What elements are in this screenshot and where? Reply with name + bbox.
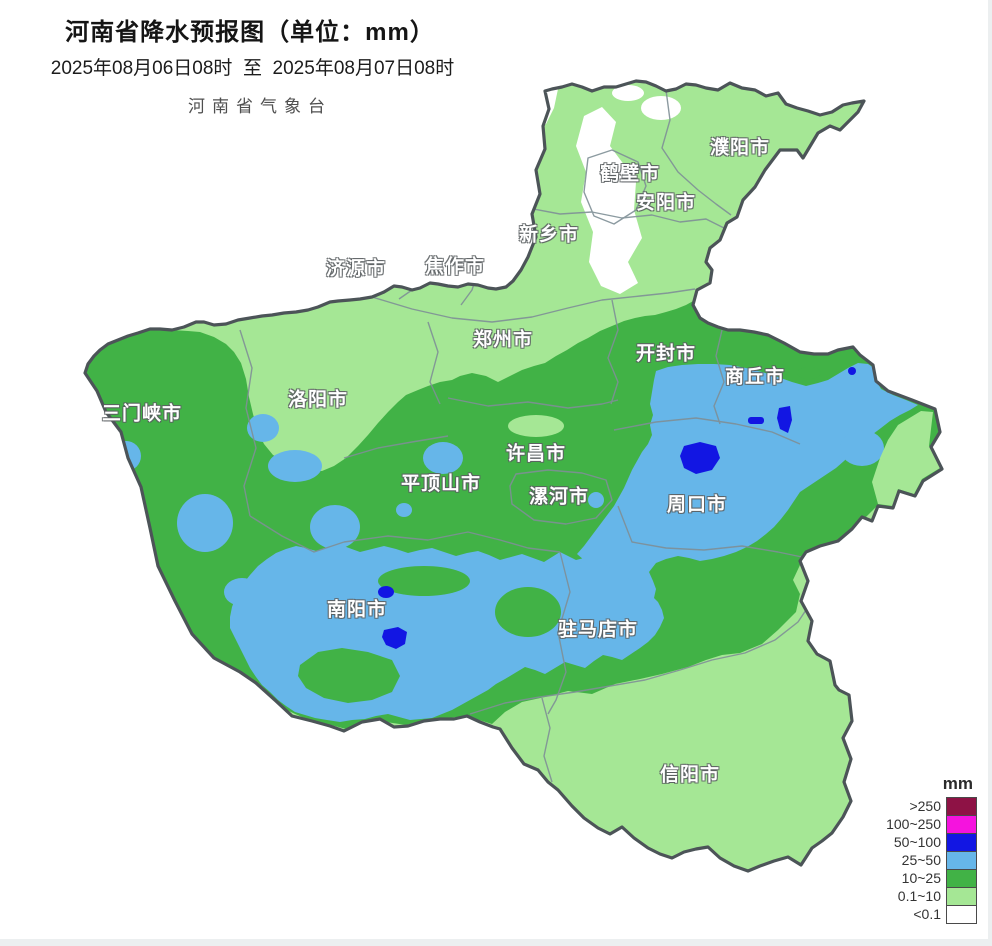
region-50-100-patches (378, 367, 856, 649)
legend-range-label: 10~25 (901, 870, 941, 886)
city-label: 濮阳市 (709, 137, 771, 159)
legend-range-label: <0.1 (913, 906, 941, 922)
forecast-date-range: 2025年08月06日08时 至 2025年08月07日08时 (50, 58, 455, 79)
legend-rows: >250 100~250 50~100 25~50 10~25 0.1~10 <0.1 (886, 797, 977, 924)
precipitation-legend: mm >250 100~250 50~100 25~50 10~25 0.1~10 <0.1 (886, 774, 977, 924)
legend-range-label: 0.1~10 (897, 888, 941, 904)
legend-color-swatch (946, 905, 977, 924)
legend-row: <0.1 (886, 905, 977, 924)
legend-row: 100~250 (886, 815, 977, 834)
city-label: 信阳市 (659, 764, 721, 786)
legend-row: 50~100 (886, 833, 977, 852)
region-25-50-east (577, 363, 918, 611)
city-label: 安阳市 (635, 192, 697, 214)
legend-color-swatch (946, 797, 977, 816)
legend-range-label: 50~100 (893, 834, 941, 850)
city-label: 商丘市 (724, 366, 786, 388)
image-edge-right (988, 0, 992, 946)
city-label: 许昌市 (505, 443, 567, 465)
city-label: 焦作市 (424, 256, 486, 278)
city-label: 洛阳市 (287, 389, 349, 411)
legend-row: 0.1~10 (886, 887, 977, 906)
legend-color-swatch (946, 833, 977, 852)
province-outline (83, 79, 944, 873)
legend-row: >250 (886, 797, 977, 816)
legend-range-label: 100~250 (886, 816, 941, 832)
legend-row: 25~50 (886, 851, 977, 870)
legend-color-swatch (946, 815, 977, 834)
city-label: 漯河市 (528, 486, 590, 508)
map-title: 河南省降水预报图（单位：mm） (65, 19, 435, 46)
legend-color-swatch (946, 887, 977, 906)
legend-unit-label: mm (942, 774, 973, 793)
city-label: 南阳市 (326, 599, 388, 621)
city-label: 鹤壁市 (599, 163, 661, 185)
city-label: 新乡市 (518, 224, 580, 246)
source-agency: 河南省气象台 (188, 97, 332, 116)
city-label: 三门峡市 (101, 403, 183, 425)
city-label: 驻马店市 (557, 619, 639, 641)
legend-row: 10~25 (886, 869, 977, 888)
legend-color-swatch (946, 851, 977, 870)
legend-range-label: 25~50 (901, 852, 941, 868)
image-edge-bottom (0, 939, 992, 946)
region-01-10-overlays (508, 411, 940, 506)
city-label: 开封市 (635, 343, 697, 365)
city-label: 济源市 (325, 258, 387, 280)
city-label: 郑州市 (472, 329, 534, 351)
city-label: 平顶山市 (400, 473, 482, 495)
legend-range-label: >250 (909, 798, 941, 814)
region-10-25-islands (298, 367, 821, 703)
district-borders (239, 89, 813, 783)
legend-color-swatch (946, 869, 977, 888)
city-label: 周口市 (666, 494, 728, 516)
